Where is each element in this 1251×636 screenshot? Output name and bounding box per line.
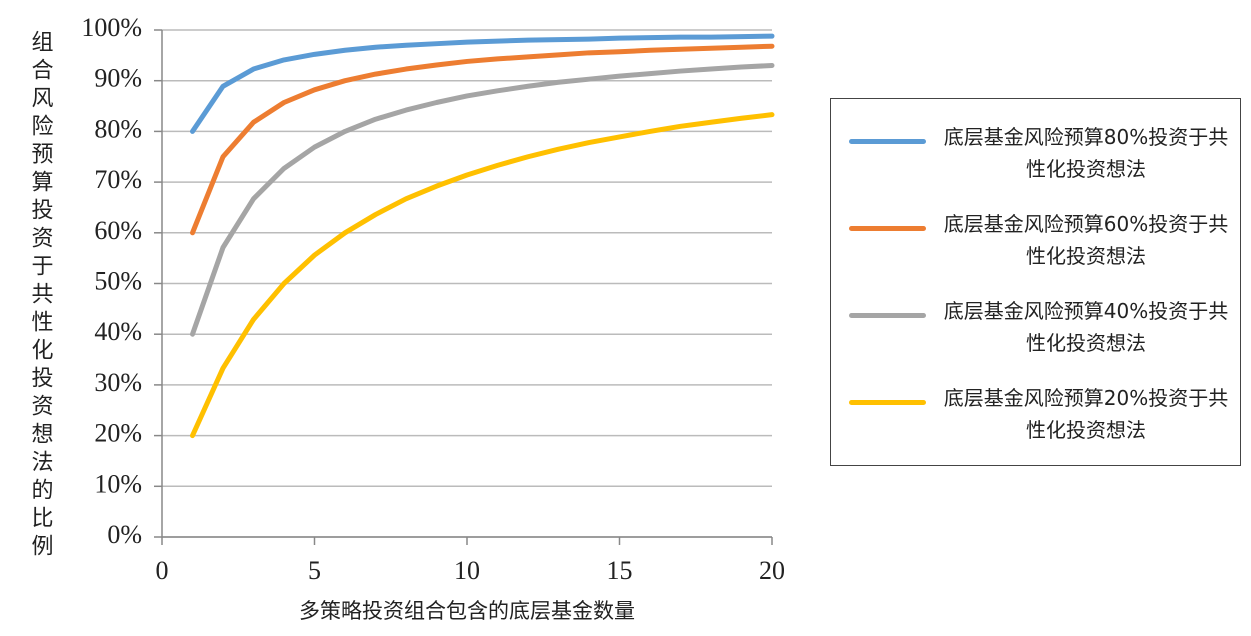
legend-swatch bbox=[849, 313, 926, 318]
legend-label: 底层基金风险预算40%投资于共性化投资想法 bbox=[943, 299, 1229, 355]
x-tick-label: 10 bbox=[454, 556, 480, 585]
legend-entry: 底层基金风险预算20%投资于共性化投资想法 bbox=[831, 374, 1242, 454]
y-tick-label: 40% bbox=[94, 317, 142, 346]
chart: 组合风险预算投资于共性化投资想法的比例 多策略投资组合包含的底层基金数量 0% 1… bbox=[28, 13, 786, 623]
x-axis-label: 多策略投资组合包含的底层基金数量 bbox=[299, 599, 635, 623]
y-tick-label: 80% bbox=[94, 114, 142, 143]
legend-entry: 底层基金风险预算40%投资于共性化投资想法 bbox=[831, 287, 1242, 367]
y-tick-label: 70% bbox=[94, 165, 142, 194]
y-tick-label: 50% bbox=[94, 266, 142, 295]
legend-swatch bbox=[849, 139, 926, 144]
legend-label: 底层基金风险预算20%投资于共性化投资想法 bbox=[943, 386, 1229, 442]
y-tick-label: 10% bbox=[94, 469, 142, 498]
series-line bbox=[190, 43, 775, 236]
legend-swatch bbox=[849, 400, 926, 405]
legend-entry: 底层基金风险预算80%投资于共性化投资想法 bbox=[831, 113, 1242, 193]
legend: 底层基金风险预算80%投资于共性化投资想法 底层基金风险预算60%投资于共性化投资… bbox=[830, 98, 1241, 466]
y-tick-label: 20% bbox=[94, 419, 142, 448]
series-line bbox=[190, 62, 775, 337]
y-tick-label: 0% bbox=[107, 520, 142, 549]
legend-swatch bbox=[849, 226, 926, 231]
legend-label: 底层基金风险预算60%投资于共性化投资想法 bbox=[943, 212, 1229, 268]
x-tick-label: 5 bbox=[308, 556, 321, 585]
x-tick-label: 15 bbox=[607, 556, 633, 585]
legend-entry: 底层基金风险预算60%投资于共性化投资想法 bbox=[831, 200, 1242, 280]
y-axis-label: 组合风险预算投资于共性化投资想法的比例 bbox=[28, 30, 54, 562]
series-line bbox=[190, 33, 775, 134]
y-tick-label: 30% bbox=[94, 368, 142, 397]
y-tick-label: 90% bbox=[94, 64, 142, 93]
y-tick-label: 100% bbox=[81, 13, 142, 42]
legend-label: 底层基金风险预算80%投资于共性化投资想法 bbox=[943, 125, 1229, 181]
series-line bbox=[190, 112, 775, 439]
y-tick-label: 60% bbox=[94, 216, 142, 245]
x-tick-label: 0 bbox=[156, 556, 169, 585]
x-tick-label: 20 bbox=[759, 556, 785, 585]
